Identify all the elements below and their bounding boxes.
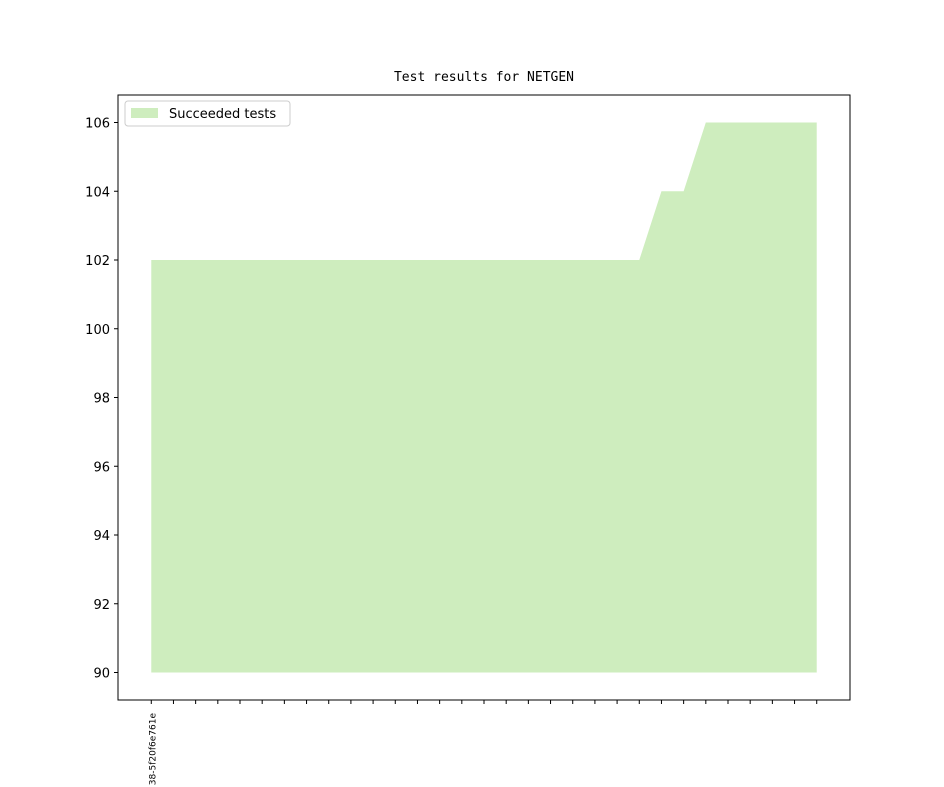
legend-frame [124, 100, 291, 127]
chart-title: Test results for NETGEN [394, 70, 574, 85]
y-tick-label: 90 [93, 667, 110, 682]
y-tick-label: 94 [93, 529, 110, 544]
x-tick-label: 38-5f20f6e761e [148, 713, 158, 786]
legend-swatch [131, 108, 158, 118]
legend: Succeeded tests [124, 100, 291, 127]
area [151, 122, 817, 673]
y-tick-label: 106 [85, 117, 110, 132]
y-tick-label: 92 [93, 598, 110, 613]
y-tick-label: 96 [93, 460, 110, 475]
y-tick-label: 102 [85, 254, 110, 269]
y-tick-label: 100 [85, 323, 110, 338]
y-tick-label: 98 [93, 392, 110, 407]
y-tick-label: 104 [85, 185, 110, 200]
legend-label: Succeeded tests [169, 107, 276, 122]
